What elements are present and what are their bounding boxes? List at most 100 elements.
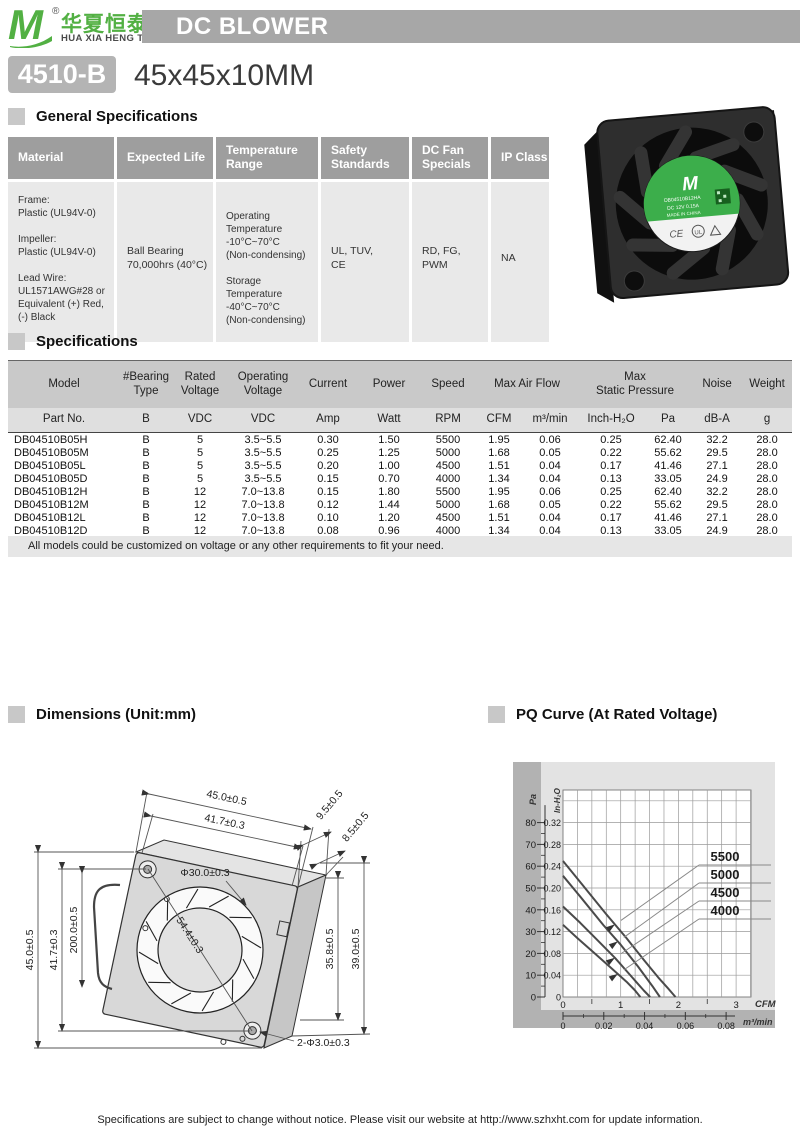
inh2o-tick-label: 0.08 [543,949,561,959]
sub-dba: dB-A [692,408,743,433]
cell-temperature: Operating Temperature -10°C~70°C (Non-co… [216,182,318,342]
legend-arrow-4500 [605,957,615,966]
sub-part-no: Part No. [8,408,120,433]
hdr-max-air-flow: Max Air Flow [476,360,579,408]
spec-cell: 55.62 [654,446,682,459]
spec-cell: 33.05 [644,524,693,540]
legend-label-4500: 4500 [711,885,740,900]
spec-cell: 12 [193,485,207,498]
spec-cell: 5 [196,433,204,446]
spec-cell: 12 [193,498,207,511]
sub-inch-h2o: Inch-H₂O [578,408,645,433]
cell-material: Frame: Plastic (UL94V-0) Impeller: Plast… [8,182,114,342]
spec-cell: 32.2 [706,485,728,498]
col-header-temperature: Temperature Range [216,137,318,179]
spec-cell: 0.22 [600,446,622,459]
spec-cell: B [142,472,150,485]
brand-name-cn: 华夏恒泰 [61,13,149,36]
spec-cell: 0.04 [539,459,561,472]
dim-left-inner: 41.7±0.3 [48,929,60,970]
spec-cell: 0.96 [358,524,420,540]
spec-row: DB04510B12L B 12 7.0~13.8 0.10 1.20 4500 1.51 0.… [8,511,792,524]
inh2o-tick-label: 0 [556,993,561,1003]
spec-cell: 29.5 [706,498,728,511]
legend-arrow-5500 [605,924,615,933]
sub-g: g [742,408,793,433]
inh2o-tick-label: 0.32 [543,818,561,828]
hdr-rated-voltage: Rated Voltage [172,360,228,408]
pa-tick-label: 20 [525,949,536,960]
spec-cell: 1.95 [488,485,510,498]
spec-header-row-1: Model #Bearing Type Rated Voltage Operat… [8,360,793,408]
spec-cell: 1.25 [378,446,400,459]
spec-cell: 4500 [435,459,461,472]
pa-tick-label: 60 [525,862,536,873]
spec-row: DB04510B12H B 12 7.0~13.8 0.15 1.80 5500 1.95 0.… [8,485,792,498]
hdr-power: Power [358,360,420,408]
spec-header-row-2: Part No. B VDC VDC Amp Watt RPM CFM m³/m… [8,408,793,433]
part-no-cell: DB04510B12D [8,524,120,540]
spec-cell: 5000 [435,446,461,459]
legend-label-5000: 5000 [711,867,740,882]
spec-cell: 0.12 [317,498,339,511]
cert-ul-mark: UL [694,230,703,237]
label-model: DB04510B12HA [664,195,702,204]
m3min-tick-label: 0.06 [677,1021,695,1031]
col-header-ip-class: IP Class [491,137,549,179]
col-header-material: Material [8,137,114,179]
spec-cell: 5 [196,459,204,472]
legend-arrow-5000 [608,941,618,950]
spec-cell: 27.1 [706,459,728,472]
part-no-cell: DB04510B05D [14,472,88,485]
spec-cell: 0.15 [317,472,339,485]
section-title: General Specifications [36,108,198,125]
hdr-bearing: #Bearing Type [120,360,172,408]
col-header-dc-fan: DC Fan Specials [412,137,488,179]
spec-cell: B [142,446,150,459]
spec-cell: 0.25 [317,446,339,459]
section-dimensions: Dimensions (Unit:mm) [8,706,196,723]
sub-b: B [120,408,172,433]
cell-expected-life: Ball Bearing 70,000hrs (40°C) [117,182,213,342]
pa-tick-label: 50 [525,884,536,895]
col-header-expected-life: Expected Life [117,137,213,179]
cfm-tick-label: 0 [560,1000,565,1011]
spec-cell: 1.00 [378,459,400,472]
hdr-model: Model [8,360,120,408]
dim-top-inner: 41.7±0.3 [203,812,246,832]
spec-cell: 7.0~13.8 [228,524,298,540]
registered-mark: ® [52,6,60,17]
spec-cell: 0.15 [317,485,339,498]
pq-curve-5500 [562,860,677,998]
cell-safety: UL, TUV, CE [321,182,409,342]
spec-cell: 29.5 [706,446,728,459]
spec-cell: B [142,433,150,446]
spec-cell: 4500 [435,511,461,524]
spec-cell: 3.5~5.5 [244,472,282,485]
spec-cell: 28.0 [756,511,778,524]
spec-cell: B [142,511,150,524]
spec-cell: 0.05 [539,498,561,511]
hdr-speed: Speed [420,360,476,408]
section-title: Specifications [36,333,138,350]
pq-curve-5000 [562,875,661,998]
spec-cell: 1.68 [488,498,510,511]
spec-cell: 5 [196,472,204,485]
spec-cell: 0.10 [317,511,339,524]
dimension-drawing: 45.0±0.5 41.7±0.3 9.5±0.5 8.5±0.5 45.0±0… [24,788,372,1049]
part-no-cell: DB04510B12M [14,498,89,511]
page-title-banner: DC BLOWER [142,10,800,43]
spec-cell: 0.22 [600,498,622,511]
spec-cell: 28.0 [756,485,778,498]
spec-cell: 1.51 [488,511,510,524]
spec-cell: 0.20 [317,459,339,472]
spec-cell: 62.40 [654,485,682,498]
section-bullet-icon [488,706,505,723]
dim-right-inner: 35.8±0.5 [324,928,336,969]
section-title: Dimensions (Unit:mm) [36,706,197,723]
spec-cell: 1.68 [488,446,510,459]
spec-cell: 5500 [435,485,461,498]
part-no-cell: DB04510B05L [14,459,86,472]
